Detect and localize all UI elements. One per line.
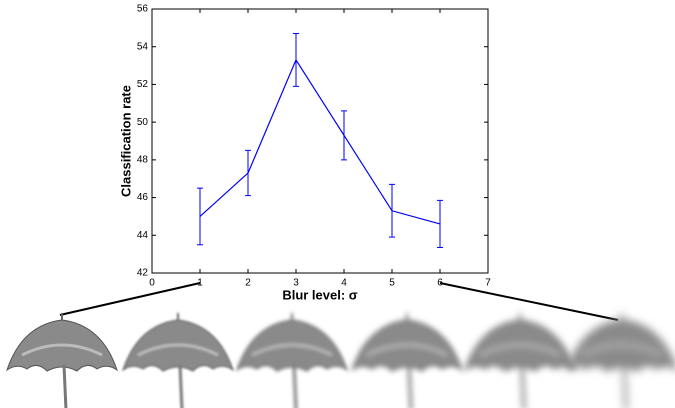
error-bar	[341, 110, 347, 161]
y-tick-label: 48	[137, 154, 149, 165]
error-bar	[245, 149, 251, 197]
x-tick-label: 0	[149, 278, 155, 289]
umbrella-image	[235, 311, 349, 408]
x-tick-label: 1	[197, 278, 203, 289]
data-line	[199, 58, 441, 225]
x-tick-label: 6	[437, 278, 443, 289]
y-tick-label: 54	[137, 41, 149, 52]
umbrella-image	[565, 311, 675, 408]
connector	[439, 282, 619, 321]
y-tick-label: 46	[137, 192, 149, 203]
umbrella-image	[350, 311, 464, 408]
x-tick-label: 5	[389, 278, 395, 289]
umbrella-image	[5, 311, 119, 408]
error-bar	[293, 33, 299, 87]
error-bar	[197, 187, 203, 246]
x-tick-label: 3	[293, 278, 299, 289]
error-bar	[437, 199, 443, 249]
umbrella-image	[121, 311, 235, 408]
y-tick-label: 52	[137, 79, 149, 90]
y-tick-label: 56	[137, 4, 149, 15]
y-tick-label: 50	[137, 117, 149, 128]
x-tick-label: 7	[485, 278, 491, 289]
umbrella-image	[463, 311, 577, 408]
y-tick-label: 42	[137, 268, 149, 279]
y-axis-label: Classification rate	[118, 85, 133, 197]
plot-frame	[151, 8, 489, 274]
error-bar	[389, 183, 395, 238]
connector	[59, 282, 201, 316]
y-tick-label: 44	[137, 230, 149, 241]
x-tick-label: 2	[245, 278, 251, 289]
x-tick-label: 4	[341, 278, 347, 289]
x-axis-label: Blur level: σ	[282, 287, 357, 302]
